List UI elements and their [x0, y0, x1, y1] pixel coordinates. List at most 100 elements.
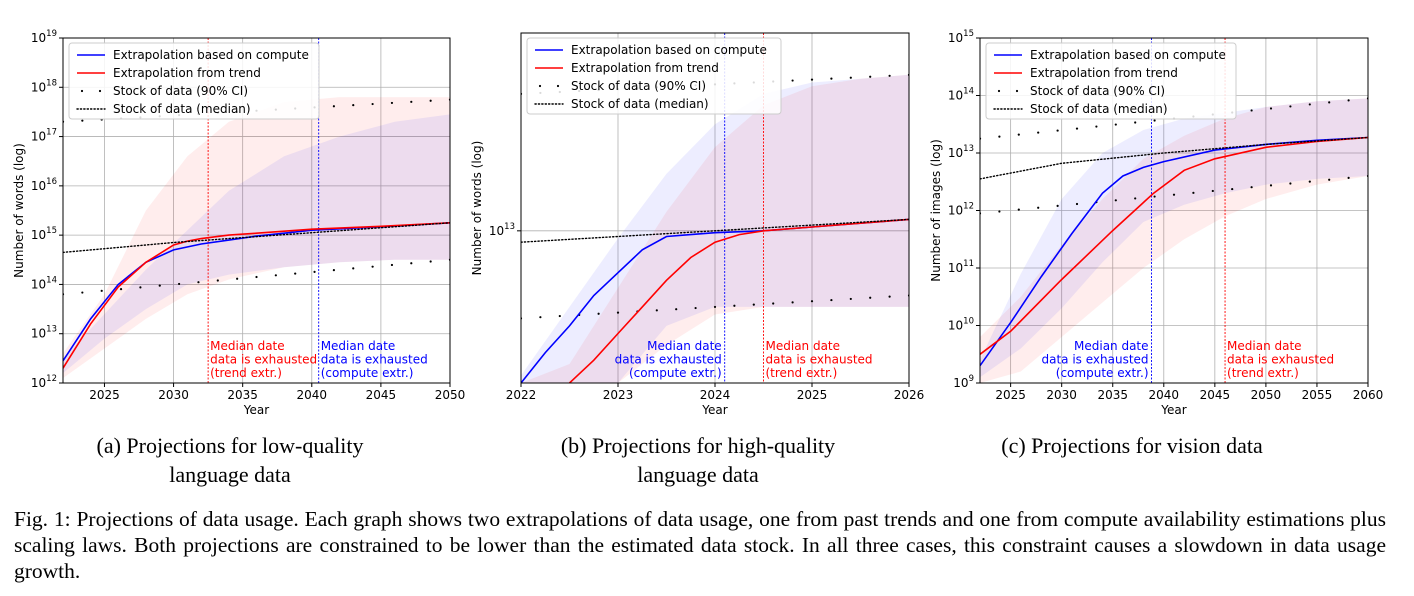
legend-label-trend: Extrapolation from trend	[113, 66, 261, 80]
stock-ci-lower-point	[197, 281, 200, 284]
y-axis-label: Number of words (log)	[12, 143, 26, 278]
legend-label-compute: Extrapolation based on compute	[113, 48, 309, 62]
y-tick-label: 1014	[948, 87, 974, 103]
stock-ci-upper-point	[352, 104, 355, 107]
stock-ci-lower-point	[236, 277, 239, 280]
caption-c-line1: (c) Projections for vision data	[1001, 433, 1263, 458]
x-tick-label: 2030	[158, 388, 189, 402]
stock-ci-upper-point	[1075, 127, 1079, 130]
legend-box	[526, 37, 782, 115]
exhaustion-label-trend: (trend extr.)	[210, 366, 282, 380]
caption-a-line2: language data	[169, 462, 291, 487]
compute-uncertainty-band	[63, 114, 450, 374]
exhaustion-label-trend: data is exhausted	[1227, 353, 1334, 367]
stock-ci-lower-point	[216, 279, 219, 282]
stock-ci-upper-point	[1037, 131, 1040, 134]
series-line-median	[63, 222, 450, 254]
x-tick-label: 2050	[1251, 388, 1282, 402]
x-tick-label: 2055	[1302, 388, 1333, 402]
stock-ci-lower-point	[1308, 180, 1311, 183]
stock-ci-lower-point	[998, 210, 1001, 213]
stock-ci-lower-point	[1328, 178, 1331, 181]
series-line-median	[521, 218, 909, 243]
stock-ci-lower-point	[539, 316, 542, 319]
stock-ci-upper-point	[869, 75, 872, 78]
y-tick-label: 1019	[31, 29, 57, 45]
y-tick-label: 1013	[489, 222, 515, 238]
x-tick-label: 2035	[1097, 388, 1128, 402]
compute-uncertainty-band	[521, 74, 909, 383]
stock-ci-lower-point	[830, 298, 833, 302]
y-tick-label: 1013	[31, 325, 57, 341]
stock-ci-lower-point	[1231, 187, 1234, 191]
stock-ci-lower-point	[1056, 204, 1059, 207]
stock-ci-lower-point	[1289, 182, 1292, 185]
trend-uncertainty-band	[980, 98, 1368, 383]
y-tick-label: 1018	[31, 78, 57, 94]
legend-swatch-ci-point	[538, 84, 542, 88]
stock-ci-lower-point	[1192, 191, 1195, 194]
legend-label-compute: Extrapolation based on compute	[1030, 48, 1226, 62]
legend-label-trend: Extrapolation from trend	[1030, 66, 1178, 80]
x-tick-label: 2025	[995, 388, 1026, 402]
series-line-trend	[568, 218, 909, 383]
stock-ci-upper-point	[810, 78, 814, 81]
stock-ci-lower-point	[1269, 184, 1273, 187]
stock-ci-upper-point	[1308, 103, 1311, 106]
caption-a-line1: (a) Projections for low-quality	[96, 433, 364, 458]
stock-ci-lower-point	[1017, 208, 1020, 211]
legend-label-compute: Extrapolation based on compute	[571, 43, 767, 57]
exhaustion-label-trend: data is exhausted	[210, 353, 317, 367]
stock-ci-lower-point	[888, 295, 891, 298]
legend-label-median: Stock of data (median)	[113, 102, 251, 116]
legend-swatch-ci-point	[1015, 89, 1019, 93]
stock-ci-lower-point	[597, 312, 600, 315]
stock-ci-lower-point	[752, 303, 755, 306]
stock-ci-lower-point	[675, 308, 678, 311]
stock-ci-upper-point	[1153, 119, 1156, 122]
series-line-median	[980, 136, 1368, 180]
y-tick-label: 1012	[31, 374, 57, 390]
y-tick-label: 1015	[31, 226, 57, 242]
exhaustion-label-compute: Median date	[321, 339, 396, 353]
stock-ci-lower-point	[410, 262, 413, 265]
x-tick-label: 2026	[894, 388, 925, 402]
y-tick-label: 1013	[948, 144, 974, 160]
x-tick-label: 2022	[506, 388, 537, 402]
stock-ci-upper-point	[1114, 123, 1117, 126]
x-tick-label: 2045	[1200, 388, 1231, 402]
stock-ci-lower-point	[158, 284, 161, 287]
stock-ci-lower-point	[1250, 186, 1253, 189]
stock-ci-lower-point	[139, 286, 142, 289]
legend-box	[68, 42, 320, 120]
x-tick-label: 2024	[700, 388, 731, 402]
stock-ci-lower-point	[1347, 176, 1350, 179]
stock-ci-upper-point	[849, 76, 852, 79]
stock-ci-lower-point	[1075, 202, 1079, 206]
y-tick-label: 1015	[948, 29, 974, 45]
exhaustion-label-compute: Median date	[1074, 339, 1149, 353]
caption-c: (c) Projections for vision data	[942, 431, 1322, 460]
exhaustion-label-trend: (trend extr.)	[1227, 366, 1299, 380]
exhaustion-label-trend: Median date	[210, 339, 285, 353]
stock-ci-upper-point	[429, 99, 432, 102]
legend-swatch-ci-point	[80, 89, 84, 93]
exhaustion-label-compute: Median date	[647, 339, 722, 353]
stock-ci-lower-point	[294, 272, 297, 275]
series-line-trend	[980, 136, 1368, 355]
stock-ci-lower-point	[390, 263, 394, 267]
legend-label-median: Stock of data (median)	[1030, 102, 1168, 116]
stock-ci-lower-point	[1211, 189, 1214, 193]
legend-label-median: Stock of data (median)	[571, 97, 709, 111]
exhaustion-label-trend: data is exhausted	[766, 353, 873, 367]
stock-ci-upper-point	[1017, 133, 1020, 136]
caption-a: (a) Projections for low-quality language…	[40, 431, 420, 489]
stock-ci-lower-point	[772, 302, 775, 305]
stock-ci-lower-point	[81, 291, 84, 294]
stock-ci-lower-point	[558, 314, 561, 318]
x-tick-label: 2040	[1149, 388, 1180, 402]
stock-ci-upper-point	[81, 119, 84, 122]
stock-ci-upper-point	[332, 105, 335, 108]
